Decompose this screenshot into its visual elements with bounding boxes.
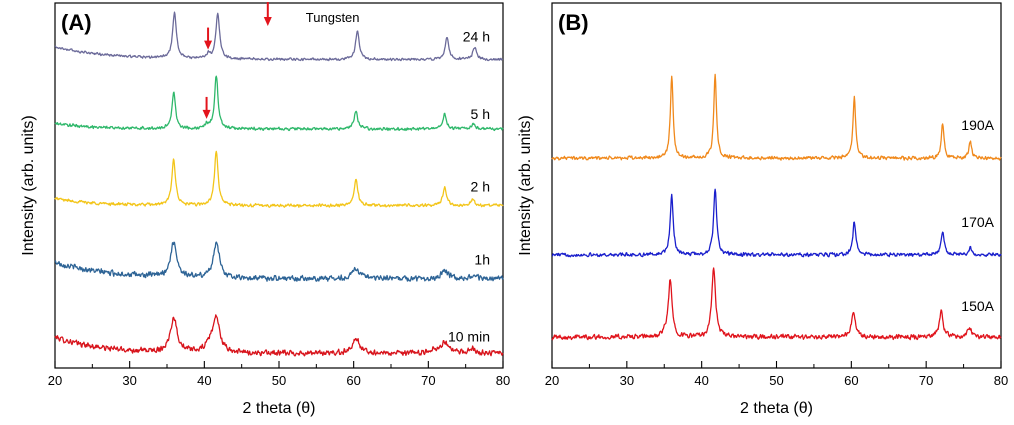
series-label: 190A	[961, 117, 994, 133]
series-label: 1h	[474, 252, 490, 268]
x-tick-label: 70	[919, 373, 933, 388]
tungsten-arrow-head	[263, 17, 272, 26]
series-line-5-h	[54, 75, 504, 132]
series-label: 2 h	[471, 179, 490, 195]
x-axis-title: 2 theta (θ)	[740, 400, 813, 417]
tungsten-label: Tungsten	[306, 10, 360, 25]
x-tick-label: 60	[346, 373, 360, 388]
series-line-1h	[54, 241, 504, 282]
x-tick-label: 30	[122, 373, 136, 388]
x-tick-label: 80	[994, 373, 1008, 388]
series-label: 150A	[961, 298, 994, 314]
series-label: 5 h	[471, 106, 490, 122]
series-line-2-h	[54, 150, 504, 208]
x-axis-title: 2 theta (θ)	[243, 400, 316, 417]
series-label: 24 h	[463, 29, 490, 45]
panel-label: (A)	[61, 10, 92, 35]
series-label: 10 min	[448, 328, 490, 344]
x-tick-label: 40	[694, 373, 708, 388]
series-line-24-h	[54, 11, 504, 62]
panel-b: 20 30 40 50 60 70 80 2 theta (θ) Intensity (arb.…	[517, 2, 1008, 417]
series-line-170A	[551, 188, 1002, 258]
panel-label: (B)	[558, 10, 589, 35]
x-tick-label: 30	[620, 373, 634, 388]
panel-a: 20 30 40 50 60 70 80 2 theta (θ) Intensity (arb.…	[20, 2, 510, 417]
phase-arrow-head	[204, 40, 213, 50]
x-tick-label: 60	[844, 373, 858, 388]
x-tick-label: 70	[421, 373, 435, 388]
series-line-150A	[551, 267, 1002, 341]
series-line-10-min	[54, 314, 504, 357]
series-label: 170A	[961, 214, 994, 230]
x-tick-label: 20	[545, 373, 559, 388]
x-tick-label: 80	[496, 373, 510, 388]
series-line-190A	[551, 73, 1002, 161]
y-axis-title: Intensity (arb. units)	[20, 115, 37, 256]
plot-frame	[551, 2, 1002, 369]
x-tick-label: 50	[769, 373, 783, 388]
x-tick-label: 20	[48, 373, 62, 388]
x-tick-label: 50	[272, 373, 286, 388]
y-axis-title: Intensity (arb. units)	[517, 115, 534, 256]
x-tick-label: 40	[197, 373, 211, 388]
phase-arrow-head	[202, 109, 211, 119]
